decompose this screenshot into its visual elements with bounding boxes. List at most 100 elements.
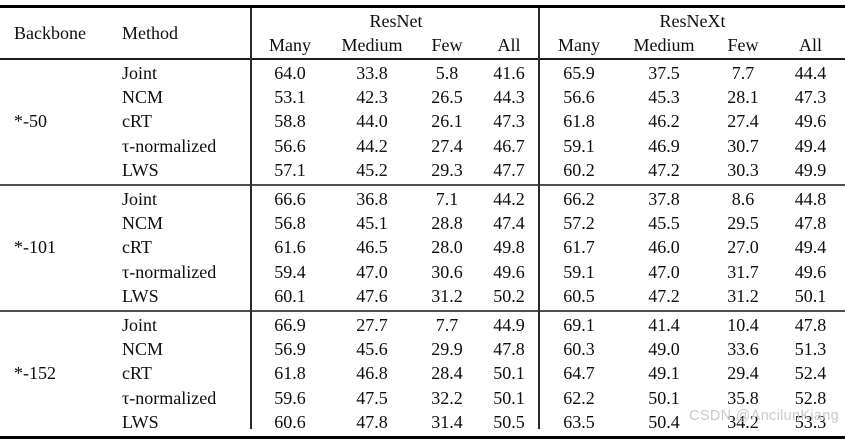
method-cell: LWS [122, 160, 159, 181]
resnext-few-cell: 27.0 [727, 237, 759, 258]
table-row: NCM 56.8 45.1 28.8 47.4 57.2 45.5 29.5 4… [108, 211, 845, 235]
resnet-many-cell: 60.1 [274, 286, 306, 307]
method-cell: Joint [122, 188, 158, 209]
resnext-all-cell: 47.8 [794, 213, 827, 234]
resnext-all-cell: 49.9 [794, 160, 827, 181]
resnext-medium-cell: 47.2 [648, 160, 680, 181]
resnet-medium-cell: 47.5 [356, 387, 388, 408]
resnext-many-cell: 65.9 [563, 62, 595, 83]
resnext-few-cell: 31.7 [727, 261, 759, 282]
resnext-few-cell: 10.4 [727, 314, 759, 335]
table-row: cRT 61.6 46.5 28.0 49.8 61.7 46.0 27.0 4… [108, 236, 845, 260]
resnet-few-cell: 31.4 [431, 412, 463, 433]
column-separator-resnet [250, 8, 252, 429]
backbone-block: *-152 Joint 66.9 27.7 7.7 44.9 69.1 41.4… [0, 309, 845, 436]
bottom-rule [0, 435, 845, 439]
method-cell: Joint [122, 62, 158, 83]
method-cell: Joint [122, 314, 158, 335]
resnet-all-cell: 50.5 [493, 412, 525, 433]
method-header: Method [122, 22, 178, 43]
table-row: LWS 60.1 47.6 31.2 50.2 60.5 47.2 31.2 5… [108, 285, 845, 309]
resnet-medium-cell: 47.0 [356, 261, 388, 282]
resnet-few-cell: 7.1 [435, 188, 459, 209]
resnet-many-cell: 58.8 [274, 111, 306, 132]
resnext-few-cell: 30.7 [727, 135, 759, 156]
resnet-many-cell: 57.1 [274, 160, 306, 181]
resnet-medium-cell: 45.1 [356, 213, 388, 234]
header-rule [0, 58, 845, 60]
backbone-header: Backbone [14, 22, 86, 43]
top-rule [0, 5, 845, 8]
resnext-all-cell: 49.6 [794, 261, 827, 282]
resnet-few-cell: 28.0 [431, 237, 463, 258]
resnet-medium-cell: 44.2 [356, 135, 388, 156]
resnext-all-cell: 50.1 [794, 286, 827, 307]
resnet-all-cell: 44.9 [493, 314, 525, 335]
resnet-many-cell: 59.4 [274, 261, 306, 282]
resnext-all-cell: 52.4 [794, 363, 827, 384]
block-rows: Joint 64.0 33.8 5.8 41.6 65.9 37.5 7.7 4… [108, 61, 845, 183]
resnet-medium-cell: 46.5 [356, 237, 388, 258]
resnet-many-cell: 56.6 [274, 135, 306, 156]
resnet-few-cell: 5.8 [435, 62, 459, 83]
resnext-many-cell: 57.2 [563, 213, 595, 234]
resnext-few-cell: 7.7 [731, 62, 755, 83]
backbone-label: *-152 [14, 363, 56, 384]
table-row: Joint 64.0 33.8 5.8 41.6 65.9 37.5 7.7 4… [108, 61, 845, 85]
resnext-medium-cell: 47.0 [648, 261, 680, 282]
table-row: τ-normalized 59.6 47.5 32.2 50.1 62.2 50… [108, 386, 845, 410]
resnext-many-cell: 61.7 [563, 237, 595, 258]
resnet-medium-cell: 42.3 [356, 87, 388, 108]
resnet-all-cell: 47.3 [493, 111, 525, 132]
resnext-medium-cell: 37.5 [648, 62, 680, 83]
resnet-many-cell: 59.6 [274, 387, 306, 408]
resnet-many-cell: 56.8 [274, 213, 306, 234]
resnext-many-cell: 63.5 [563, 412, 595, 433]
resnext-few-cell: 30.3 [727, 160, 759, 181]
resnext-many-cell: 60.5 [563, 286, 595, 307]
resnext-medium-cell: 37.8 [648, 188, 680, 209]
resnext-medium-cell: 41.4 [648, 314, 680, 335]
resnet-many-cell: 61.6 [274, 237, 306, 258]
resnet-many-cell: 53.1 [274, 87, 306, 108]
resnext-medium-cell: 50.4 [648, 412, 680, 433]
resnet-many-cell: 64.0 [274, 62, 306, 83]
resnet-all-cell: 50.1 [493, 387, 525, 408]
resnet-few-header: Few [431, 34, 463, 55]
resnet-few-cell: 29.9 [431, 338, 463, 359]
resnext-medium-cell: 50.1 [648, 387, 680, 408]
resnext-group-header: ResNeXt [659, 11, 726, 31]
table-row: cRT 58.8 44.0 26.1 47.3 61.8 46.2 27.4 4… [108, 110, 845, 134]
resnext-medium-cell: 47.2 [648, 286, 680, 307]
backbone-block: *-101 Joint 66.6 36.8 7.1 44.2 66.2 37.8… [0, 183, 845, 310]
method-cell: cRT [122, 237, 152, 258]
resnet-few-cell: 31.2 [431, 286, 463, 307]
resnext-medium-cell: 49.1 [648, 363, 680, 384]
table-row: NCM 56.9 45.6 29.9 47.8 60.3 49.0 33.6 5… [108, 337, 845, 361]
resnext-many-header: Many [558, 34, 600, 55]
resnext-medium-cell: 45.3 [648, 87, 680, 108]
resnet-all-cell: 47.8 [493, 338, 525, 359]
block-rows: Joint 66.6 36.8 7.1 44.2 66.2 37.8 8.6 4… [108, 187, 845, 309]
resnet-few-cell: 28.4 [431, 363, 463, 384]
resnet-medium-header: Medium [341, 34, 403, 55]
table-row: τ-normalized 56.6 44.2 27.4 46.7 59.1 46… [108, 134, 845, 158]
resnet-many-cell: 56.9 [274, 338, 306, 359]
resnet-all-cell: 49.6 [493, 261, 525, 282]
resnet-medium-cell: 46.8 [356, 363, 388, 384]
method-cell: NCM [122, 338, 164, 359]
resnext-medium-cell: 46.0 [648, 237, 680, 258]
resnext-many-cell: 62.2 [563, 387, 595, 408]
resnet-few-cell: 30.6 [431, 261, 463, 282]
resnext-all-cell: 47.8 [794, 314, 827, 335]
resnet-few-cell: 26.1 [431, 111, 463, 132]
resnet-all-cell: 41.6 [493, 62, 525, 83]
method-cell: τ-normalized [122, 135, 217, 156]
method-cell: cRT [122, 363, 152, 384]
resnext-few-cell: 27.4 [727, 111, 759, 132]
table-row: NCM 53.1 42.3 26.5 44.3 56.6 45.3 28.1 4… [108, 85, 845, 109]
method-cell: NCM [122, 87, 164, 108]
resnet-all-cell: 44.3 [493, 87, 525, 108]
